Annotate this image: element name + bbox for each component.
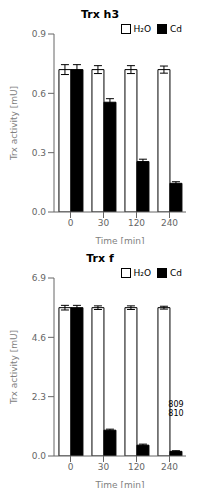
svg-text:6.9: 6.9 (32, 273, 47, 283)
svg-text:0.0: 0.0 (32, 451, 47, 461)
svg-text:0.3: 0.3 (32, 148, 46, 158)
svg-text:0: 0 (68, 462, 74, 472)
svg-text:240: 240 (161, 462, 178, 472)
svg-text:Trx activity [mU]: Trx activity [mU] (9, 330, 19, 405)
html-text:H₂O: H₂O (133, 268, 151, 278)
html-text:Cd: Cd (170, 268, 182, 278)
svg-text:120: 120 (128, 218, 145, 228)
svg-text:240: 240 (161, 218, 178, 228)
svg-text:0.0: 0.0 (32, 207, 47, 217)
html-text:Trx f: Trx f (86, 252, 114, 265)
svg-text:Trx activity [mU]: Trx activity [mU] (9, 86, 19, 161)
svg-text:30: 30 (98, 462, 110, 472)
html-text:Cd: Cd (170, 24, 182, 34)
svg-text:2.3: 2.3 (32, 392, 46, 402)
svg-text:120: 120 (128, 462, 145, 472)
svg-text:809810: 809810 (168, 400, 183, 418)
svg-text:0.9: 0.9 (32, 29, 47, 39)
html-text:H₂O: H₂O (133, 24, 151, 34)
svg-text:0.6: 0.6 (32, 89, 47, 99)
svg-text:0: 0 (68, 218, 74, 228)
svg-text:Time [min]: Time [min] (95, 236, 145, 244)
html-text:Trx h3: Trx h3 (80, 8, 120, 21)
svg-text:Time [min]: Time [min] (95, 480, 145, 488)
svg-text:4.6: 4.6 (32, 333, 47, 343)
svg-text:30: 30 (98, 218, 110, 228)
